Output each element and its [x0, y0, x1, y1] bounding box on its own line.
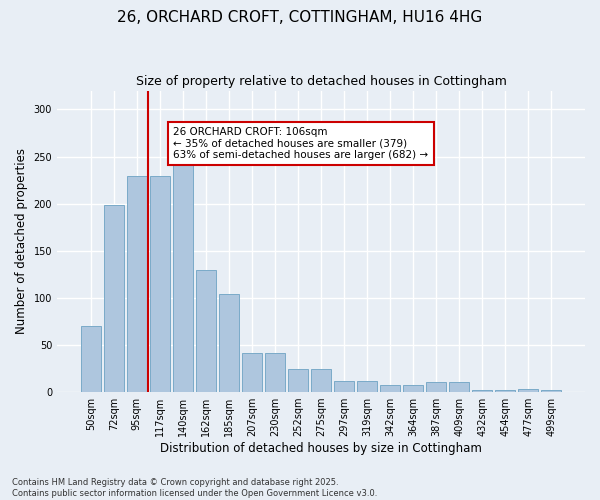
Bar: [219, 294, 239, 392]
Bar: [357, 381, 377, 392]
Bar: [496, 390, 515, 392]
Y-axis label: Number of detached properties: Number of detached properties: [15, 148, 28, 334]
Bar: [334, 381, 354, 392]
Bar: [403, 384, 423, 392]
Bar: [104, 204, 124, 392]
Bar: [472, 390, 492, 392]
Text: 26 ORCHARD CROFT: 106sqm
← 35% of detached houses are smaller (379)
63% of semi-: 26 ORCHARD CROFT: 106sqm ← 35% of detach…: [173, 126, 428, 160]
Bar: [196, 270, 216, 392]
Bar: [288, 368, 308, 392]
Bar: [518, 390, 538, 392]
Bar: [127, 176, 146, 392]
Bar: [242, 352, 262, 392]
Bar: [311, 368, 331, 392]
Bar: [265, 352, 285, 392]
Text: Contains HM Land Registry data © Crown copyright and database right 2025.
Contai: Contains HM Land Registry data © Crown c…: [12, 478, 377, 498]
Bar: [380, 384, 400, 392]
Text: 26, ORCHARD CROFT, COTTINGHAM, HU16 4HG: 26, ORCHARD CROFT, COTTINGHAM, HU16 4HG: [118, 10, 482, 25]
Bar: [541, 390, 561, 392]
Bar: [150, 176, 170, 392]
Bar: [427, 382, 446, 392]
Bar: [81, 326, 101, 392]
Title: Size of property relative to detached houses in Cottingham: Size of property relative to detached ho…: [136, 75, 506, 88]
Bar: [449, 382, 469, 392]
Bar: [173, 161, 193, 392]
X-axis label: Distribution of detached houses by size in Cottingham: Distribution of detached houses by size …: [160, 442, 482, 455]
